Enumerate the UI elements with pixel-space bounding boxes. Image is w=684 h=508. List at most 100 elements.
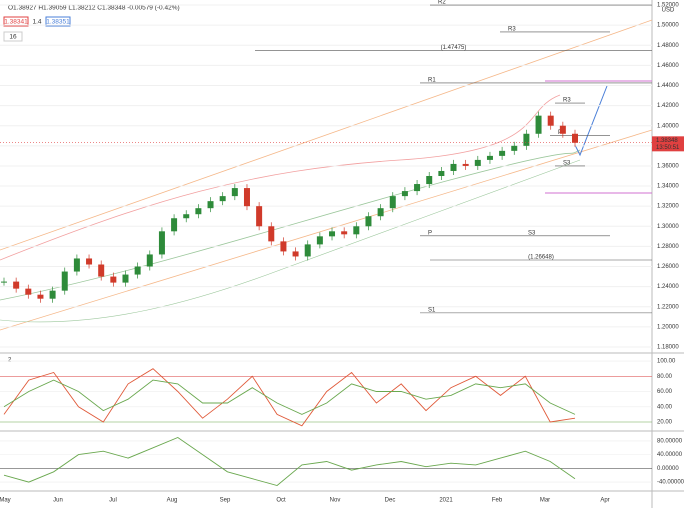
ask-box[interactable] [45,16,71,27]
candle [304,244,311,257]
candle [268,226,275,242]
channel-line [0,19,653,251]
candle [292,251,299,257]
indicator-label: 2 [8,358,12,364]
x-tick-label: Jul [109,498,117,504]
ask: 1.38351 [46,19,70,26]
x-tick-label: Sep [220,498,231,504]
x-tick-label: Jun [53,498,63,504]
candle [73,258,80,272]
x-tick-label: Mar [540,498,550,504]
candle [146,254,153,267]
candle [329,231,336,237]
candle [377,208,384,217]
y-tick-label: 1.30000 [657,224,679,230]
candle [316,236,323,245]
y-tick-label: 1.34000 [657,184,679,190]
y-tick-label: 80.00000 [657,438,683,444]
candle [280,241,287,252]
y-tick-label: 1.22000 [657,304,679,310]
x-tick-label: May [0,498,11,504]
candle [547,115,554,126]
y-tick-label: 1.48000 [657,43,679,49]
candle [183,214,190,219]
candle [13,281,20,289]
pivot-label: R1 [428,78,436,84]
candle [25,288,32,295]
candle [110,276,117,283]
pivot-label: R3 [563,98,571,104]
candle [486,155,493,160]
candle [61,271,68,291]
x-tick-label: Feb [492,498,503,504]
candle [122,274,129,283]
candle [523,133,530,146]
candle [207,201,214,209]
envelope [0,159,581,323]
candle [535,115,542,134]
bid: 1.38341 [4,19,28,26]
bid-box[interactable] [3,16,29,27]
pivot-label: P [428,230,432,236]
y-tick-label: 1.42000 [657,103,679,109]
y-tick-label: -40.00000 [657,480,684,486]
candle [86,258,93,265]
candle [499,150,506,156]
y-tick-label: 1.46000 [657,63,679,69]
candle [401,191,408,197]
y-tick-label: 80.00 [657,374,673,380]
candle [426,176,433,185]
candle [389,196,396,209]
forecast-line [574,85,608,157]
x-tick-label: Apr [600,498,609,504]
stochastic-line [3,368,576,427]
channel-line [0,129,653,331]
x-tick-label: Aug [167,498,178,504]
y-tick-label: 1.28000 [657,244,679,250]
candle [171,218,178,232]
candle [572,133,578,143]
countdown: 13:50:51 [656,145,680,151]
stochastic-line [3,379,576,415]
y-tick-label: 1.20000 [657,324,679,330]
last-price-box [652,136,684,152]
candle [134,266,141,275]
candle [353,226,360,235]
candle [462,163,469,166]
candle [559,125,566,134]
pivot-label: (1.47475) [441,45,467,51]
y-tick-label: 1.40000 [657,123,679,129]
pivot-label: S3 [563,161,571,167]
candle [37,294,44,299]
indicator-toggle[interactable] [3,31,23,42]
y-tick-label: 40.00 [657,404,673,410]
y-tick-label: 1.32000 [657,204,679,210]
envelope [0,149,581,301]
x-tick-label: 2021 [439,498,453,504]
candle [158,231,165,255]
y-tick-label: 20.00 [657,420,673,426]
candle [98,264,105,277]
y-tick-label: 1.36000 [657,164,679,170]
candle [195,208,202,215]
y-tick-label: 1.44000 [657,83,679,89]
y-tick-label: 100.00 [657,359,676,365]
y-tick-label: 1.50000 [657,23,679,29]
pivot-label: S1 [428,307,436,313]
ohlc: O1.38927 H1.39059 L1.38212 C1.38348 -0.0… [8,5,180,12]
size: 1.4 [32,19,41,26]
pivot-label: R2 [438,0,446,6]
y-tick-label: 1.52000 [657,3,679,9]
candle [474,159,481,166]
currency: USD [662,8,675,14]
x-tick-label: Dec [385,498,396,504]
pivot-label: R3 [508,27,516,33]
candle [365,216,372,227]
candle [256,206,263,227]
candle [450,163,457,171]
candle [231,188,238,197]
pivot-label: (1.26648) [528,255,554,261]
candle [414,184,421,192]
